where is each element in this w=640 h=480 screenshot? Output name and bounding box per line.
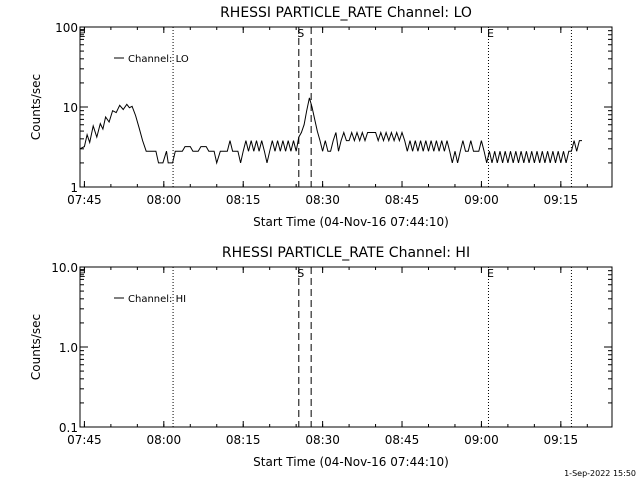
hi-x-tick-label: 07:45 bbox=[67, 433, 102, 447]
hi-y-axis-label: Counts/sec bbox=[29, 314, 43, 380]
lo-chart-title: RHESSI PARTICLE_RATE Channel: LO bbox=[220, 5, 472, 21]
lo-y-tick-label: 10 bbox=[63, 101, 78, 115]
hi-marker-label: E bbox=[79, 267, 86, 280]
lo-x-tick-label: 08:30 bbox=[305, 193, 340, 207]
lo-x-tick-label: 09:00 bbox=[464, 193, 499, 207]
hi-x-tick-label: 08:00 bbox=[147, 433, 182, 447]
hi-marker-label: E bbox=[487, 267, 494, 280]
lo-x-tick-label: 07:45 bbox=[67, 193, 102, 207]
hi-plot-frame bbox=[79, 266, 613, 428]
lo-x-tick-label: 08:45 bbox=[385, 193, 420, 207]
lo-y-tick-label: 100 bbox=[55, 21, 78, 35]
lo-series-line bbox=[79, 97, 582, 165]
hi-x-axis-label: Start Time (04-Nov-16 07:44:10) bbox=[253, 455, 449, 469]
hi-x-tick-label: 08:15 bbox=[226, 433, 261, 447]
lo-x-tick-label: 09:15 bbox=[544, 193, 579, 207]
hi-y-tick-label: 1.0 bbox=[59, 341, 78, 355]
hi-y-tick-label: 10.0 bbox=[51, 261, 78, 275]
hi-marker-label: S bbox=[297, 267, 304, 280]
hi-legend-label: Channel: HI bbox=[128, 294, 186, 305]
lo-legend-label: Channel: LO bbox=[128, 54, 189, 65]
lo-marker-label: S bbox=[297, 27, 304, 40]
footer-timestamp: 1-Sep-2022 15:50 bbox=[564, 469, 636, 478]
hi-x-tick-label: 09:15 bbox=[544, 433, 579, 447]
lo-y-tick-label: 1 bbox=[70, 181, 78, 195]
lo-x-tick-label: 08:15 bbox=[226, 193, 261, 207]
hi-chart-title: RHESSI PARTICLE_RATE Channel: HI bbox=[222, 245, 470, 261]
hi-x-tick-label: 09:00 bbox=[464, 433, 499, 447]
hi-x-tick-label: 08:45 bbox=[385, 433, 420, 447]
lo-x-axis-label: Start Time (04-Nov-16 07:44:10) bbox=[253, 215, 449, 229]
hi-y-tick-label: 0.1 bbox=[59, 421, 78, 435]
lo-x-tick-label: 08:00 bbox=[147, 193, 182, 207]
lo-marker-label: E bbox=[487, 27, 494, 40]
lo-y-axis-label: Counts/sec bbox=[29, 74, 43, 140]
hi-x-tick-label: 08:30 bbox=[305, 433, 340, 447]
lo-marker-label: E bbox=[79, 27, 86, 40]
